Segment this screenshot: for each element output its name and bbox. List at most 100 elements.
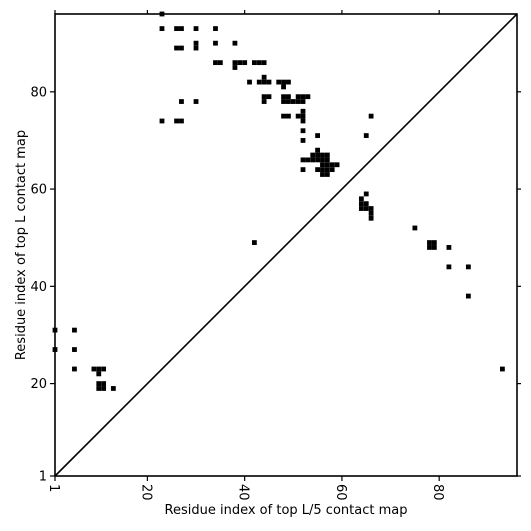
contact-point-upper: [300, 118, 306, 124]
contact-point-lower: [72, 366, 77, 372]
contact-point-upper: [368, 215, 374, 221]
contact-point-upper: [300, 167, 306, 173]
contact-point-upper: [193, 99, 199, 104]
contact-point-upper: [179, 99, 184, 104]
x-tick-label: 1: [46, 484, 61, 492]
contact-point-upper: [363, 206, 369, 211]
contact-point-lower: [72, 347, 77, 352]
contact-point-upper: [261, 99, 267, 104]
contact-point-upper: [315, 147, 321, 153]
contact-point-upper: [315, 133, 321, 138]
contact-point-upper: [295, 99, 301, 104]
x-tick-label: 80: [430, 484, 445, 501]
contact-point-upper: [358, 196, 364, 202]
contact-point-lower: [431, 240, 437, 245]
points-layer: [52, 11, 505, 391]
contact-point-upper: [329, 167, 335, 173]
contact-point-upper: [266, 79, 272, 85]
contact-point-lower: [101, 386, 107, 391]
contact-point-upper: [300, 128, 306, 134]
contact-point-lower: [110, 386, 116, 391]
contact-point-lower: [96, 371, 102, 377]
contact-point-upper: [295, 94, 301, 100]
diagonal-line: [54, 13, 518, 477]
x-tick-label: 60: [333, 484, 348, 501]
contact-point-upper: [320, 157, 325, 163]
contact-point-lower: [72, 327, 77, 333]
contact-point-upper: [324, 162, 330, 168]
contact-point-upper: [368, 113, 374, 119]
contact-point-upper: [363, 201, 369, 207]
contact-point-upper: [193, 40, 199, 46]
ticks-layer: 1 20 40 60 80 1 20 40 60 80: [30, 10, 521, 501]
y-tick-label: 60: [30, 183, 47, 198]
contact-point-upper: [300, 94, 306, 100]
contact-point-upper: [300, 113, 306, 119]
contact-point-upper: [368, 210, 374, 216]
contact-point-upper: [213, 60, 218, 66]
contact-point-upper: [315, 152, 321, 158]
contact-point-upper: [213, 26, 218, 31]
contact-point-upper: [261, 94, 267, 100]
contact-point-upper: [324, 167, 330, 173]
contact-point-upper: [363, 133, 369, 138]
contact-point-upper: [276, 79, 282, 85]
contact-point-upper: [256, 79, 262, 85]
contact-point-upper: [295, 113, 301, 119]
contact-point-upper: [310, 157, 316, 163]
contact-point-lower: [91, 366, 97, 372]
contact-point-upper: [174, 26, 179, 31]
contact-point-lower: [101, 366, 107, 372]
contact-point-upper: [329, 162, 335, 168]
contact-point-upper: [305, 94, 311, 100]
contact-point-lower: [446, 264, 452, 270]
contact-point-upper: [179, 26, 184, 31]
contact-point-lower: [96, 386, 102, 391]
x-tick-label: 40: [236, 484, 251, 501]
contact-point-upper: [363, 191, 369, 197]
contact-point-lower: [96, 366, 102, 372]
contact-point-upper: [174, 118, 179, 124]
contact-point-lower: [431, 245, 437, 250]
contact-point-upper: [193, 26, 199, 31]
contact-point-lower: [446, 245, 452, 250]
contact-point-upper: [242, 60, 248, 66]
contact-point-upper: [281, 79, 286, 85]
contact-point-upper: [261, 74, 267, 80]
contact-point-upper: [320, 172, 325, 177]
contact-point-upper: [256, 60, 262, 66]
contact-point-lower: [465, 264, 471, 270]
contact-point-upper: [286, 113, 291, 119]
contact-point-lower: [427, 245, 432, 250]
contact-point-upper: [232, 60, 238, 66]
contact-point-lower: [101, 381, 107, 386]
contact-point-upper: [251, 240, 257, 245]
contact-point-upper: [286, 99, 291, 104]
contact-point-lower: [96, 381, 102, 386]
contact-point-lower: [427, 240, 432, 245]
contact-point-upper: [315, 157, 321, 163]
contact-point-upper: [213, 40, 218, 46]
contact-point-upper: [261, 79, 267, 85]
y-tick-label: 1: [39, 470, 47, 485]
contact-point-upper: [324, 152, 330, 158]
contact-point-upper: [358, 206, 364, 211]
contact-point-upper: [300, 157, 306, 163]
contact-point-lower: [412, 225, 418, 231]
contact-point-upper: [300, 138, 306, 143]
contact-point-upper: [324, 172, 330, 177]
contact-point-upper: [193, 45, 199, 51]
contact-point-upper: [237, 60, 243, 66]
contact-point-upper: [281, 94, 286, 100]
y-axis-label: Residue index of top L contact map: [14, 130, 29, 360]
contact-point-upper: [281, 113, 286, 119]
contact-point-upper: [174, 45, 179, 51]
contact-point-upper: [300, 99, 306, 104]
contact-point-upper: [159, 26, 165, 31]
contact-point-upper: [310, 152, 316, 158]
contact-point-upper: [251, 60, 257, 66]
contact-point-upper: [334, 162, 340, 168]
contact-point-upper: [320, 167, 325, 173]
